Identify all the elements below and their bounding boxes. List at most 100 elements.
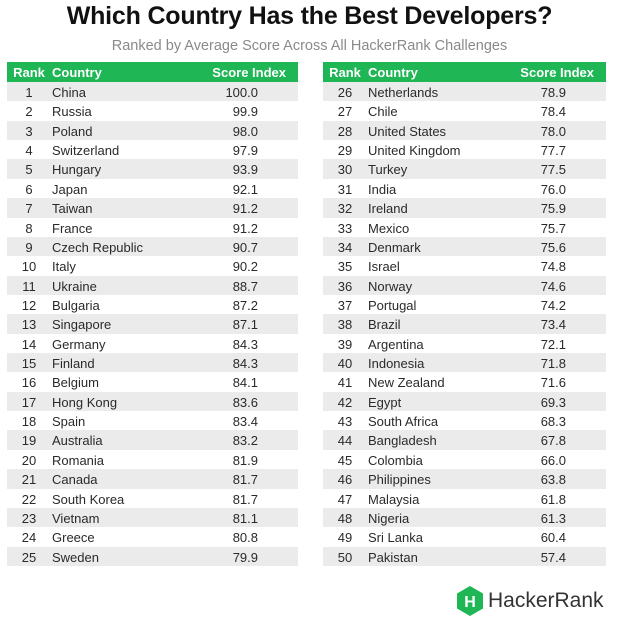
table-row: 17 Hong Kong 83.6: [7, 391, 298, 412]
table-row: 16 Belgium 84.1: [7, 372, 298, 391]
country-cell: Japan: [52, 181, 88, 197]
table-row: 47 Malaysia 61.8: [323, 489, 606, 508]
ranking-table-right: Rank Country Score Index 26 Netherlands 78…: [323, 62, 606, 566]
country-cell: Italy: [52, 259, 76, 275]
rank-cell: 2: [25, 104, 33, 120]
rank-cell: 36: [337, 278, 353, 294]
table-row: 41 New Zealand 71.6: [323, 372, 606, 391]
rank-cell: 23: [21, 510, 37, 526]
page-subtitle: Ranked by Average Score Across All Hacke…: [111, 38, 508, 54]
rank-cell: 1: [25, 85, 33, 100]
score-cell: 81.9: [232, 452, 258, 468]
score-cell: 84.3: [232, 336, 258, 352]
score-cell: 60.4: [540, 530, 566, 546]
table-row: 23 Vietnam 81.1: [7, 507, 298, 528]
page-title: Which Country Has the Best Developers?: [66, 2, 553, 30]
country-cell: Colombia: [368, 452, 423, 468]
table-row: 49 Sri Lanka 60.4: [323, 527, 606, 546]
score-cell: 90.2: [232, 259, 258, 275]
score-cell: 97.9: [232, 143, 258, 159]
country-cell: Taiwan: [52, 201, 93, 217]
table-row: 43 South Africa 68.3: [323, 411, 606, 430]
rank-cell: 10: [21, 259, 37, 275]
rank-cell: 48: [337, 510, 353, 526]
rank-cell: 19: [21, 433, 37, 449]
table-body: 26 Netherlands 78.9 27 Chile 78.4 28 United Sta…: [323, 82, 606, 566]
score-cell: 78.0: [540, 123, 566, 139]
score-cell: 99.9: [232, 104, 258, 120]
score-cell: 79.9: [232, 549, 258, 565]
table-row: 25 Sweden 79.9: [7, 546, 298, 566]
rank-cell: 8: [25, 220, 33, 236]
rank-cell: 9: [25, 239, 33, 255]
table-row: 21 Canada 81.7: [7, 469, 298, 489]
table-row: 8 France 91.2: [7, 218, 298, 237]
table-row: 46 Philippines 63.8: [323, 469, 606, 489]
rank-cell: 15: [21, 356, 37, 372]
country-cell: Russia: [52, 104, 92, 120]
country-cell: Czech Republic: [52, 239, 144, 255]
table-row: 40 Indonesia 71.8: [323, 353, 606, 373]
score-cell: 76.0: [540, 181, 566, 197]
rank-cell: 39: [337, 336, 353, 352]
table-row: 14 Germany 84.3: [7, 334, 298, 353]
header-score: Score Index: [212, 65, 286, 80]
country-cell: Egypt: [368, 394, 402, 410]
table-row: 39 Argentina 72.1: [323, 334, 606, 353]
table-row: 5 Hungary 93.9: [7, 159, 298, 179]
table-header: Rank Country Score Index: [7, 62, 298, 82]
country-cell: Romania: [52, 452, 105, 468]
table-row: 3 Poland 98.0: [7, 120, 298, 141]
table-row: 42 Egypt 69.3: [323, 391, 606, 412]
score-cell: 90.7: [232, 239, 258, 255]
rank-cell: 7: [25, 201, 33, 217]
score-cell: 63.8: [540, 472, 566, 488]
country-cell: Bangladesh: [368, 433, 437, 449]
rank-cell: 29: [337, 143, 353, 159]
table-body: 1 China 100.0 2 Russia 99.9 3 Poland 98.0 4 Switze…: [7, 82, 298, 566]
country-cell: Sri Lanka: [368, 530, 423, 546]
rank-cell: 49: [337, 530, 353, 546]
score-cell: 71.6: [540, 375, 566, 391]
table-row: 2 Russia 99.9: [7, 101, 298, 120]
table-row: 30 Turkey 77.5: [323, 159, 606, 179]
table-row: 44 Bangladesh 67.8: [323, 430, 606, 450]
hackerrank-hexagon-icon: H: [457, 586, 483, 616]
country-cell: Germany: [52, 336, 106, 352]
table-row: 35 Israel 74.8: [323, 256, 606, 275]
rank-cell: 20: [21, 452, 37, 468]
score-cell: 100.0: [225, 85, 258, 100]
rank-cell: 44: [337, 433, 353, 449]
table-row: 20 Romania 81.9: [7, 450, 298, 469]
table-row: 32 Ireland 75.9: [323, 198, 606, 218]
table-row: 1 China 100.0: [7, 82, 298, 102]
score-cell: 77.5: [540, 162, 566, 178]
score-cell: 72.1: [540, 336, 566, 352]
country-cell: Hong Kong: [52, 394, 118, 410]
score-cell: 74.2: [540, 297, 566, 313]
country-cell: Hungary: [52, 162, 102, 178]
rank-cell: 11: [22, 278, 36, 294]
rank-cell: 5: [25, 162, 33, 178]
country-cell: Mexico: [368, 220, 410, 236]
score-cell: 84.3: [232, 356, 258, 372]
country-cell: Australia: [52, 433, 103, 449]
country-cell: Ukraine: [52, 278, 97, 294]
header-country: Country: [368, 65, 418, 80]
table-row: 26 Netherlands 78.9: [323, 82, 606, 102]
country-cell: Poland: [52, 123, 93, 139]
country-cell: South Korea: [52, 491, 125, 507]
table-row: 36 Norway 74.6: [323, 275, 606, 295]
rank-cell: 22: [21, 491, 37, 507]
country-cell: Norway: [368, 278, 413, 294]
country-cell: United States: [368, 123, 447, 139]
country-cell: South Africa: [368, 414, 439, 430]
rank-cell: 43: [337, 414, 353, 430]
table-row: 28 United States 78.0: [323, 120, 606, 141]
ranking-table-left: Rank Country Score Index 1 China 100.0 2 Rus…: [7, 62, 298, 566]
logo-mark: H: [464, 594, 476, 611]
country-cell: Switzerland: [52, 143, 120, 159]
table-row: 11 Ukraine 88.7: [7, 275, 298, 295]
country-cell: Nigeria: [368, 510, 410, 526]
rank-cell: 25: [21, 549, 37, 565]
